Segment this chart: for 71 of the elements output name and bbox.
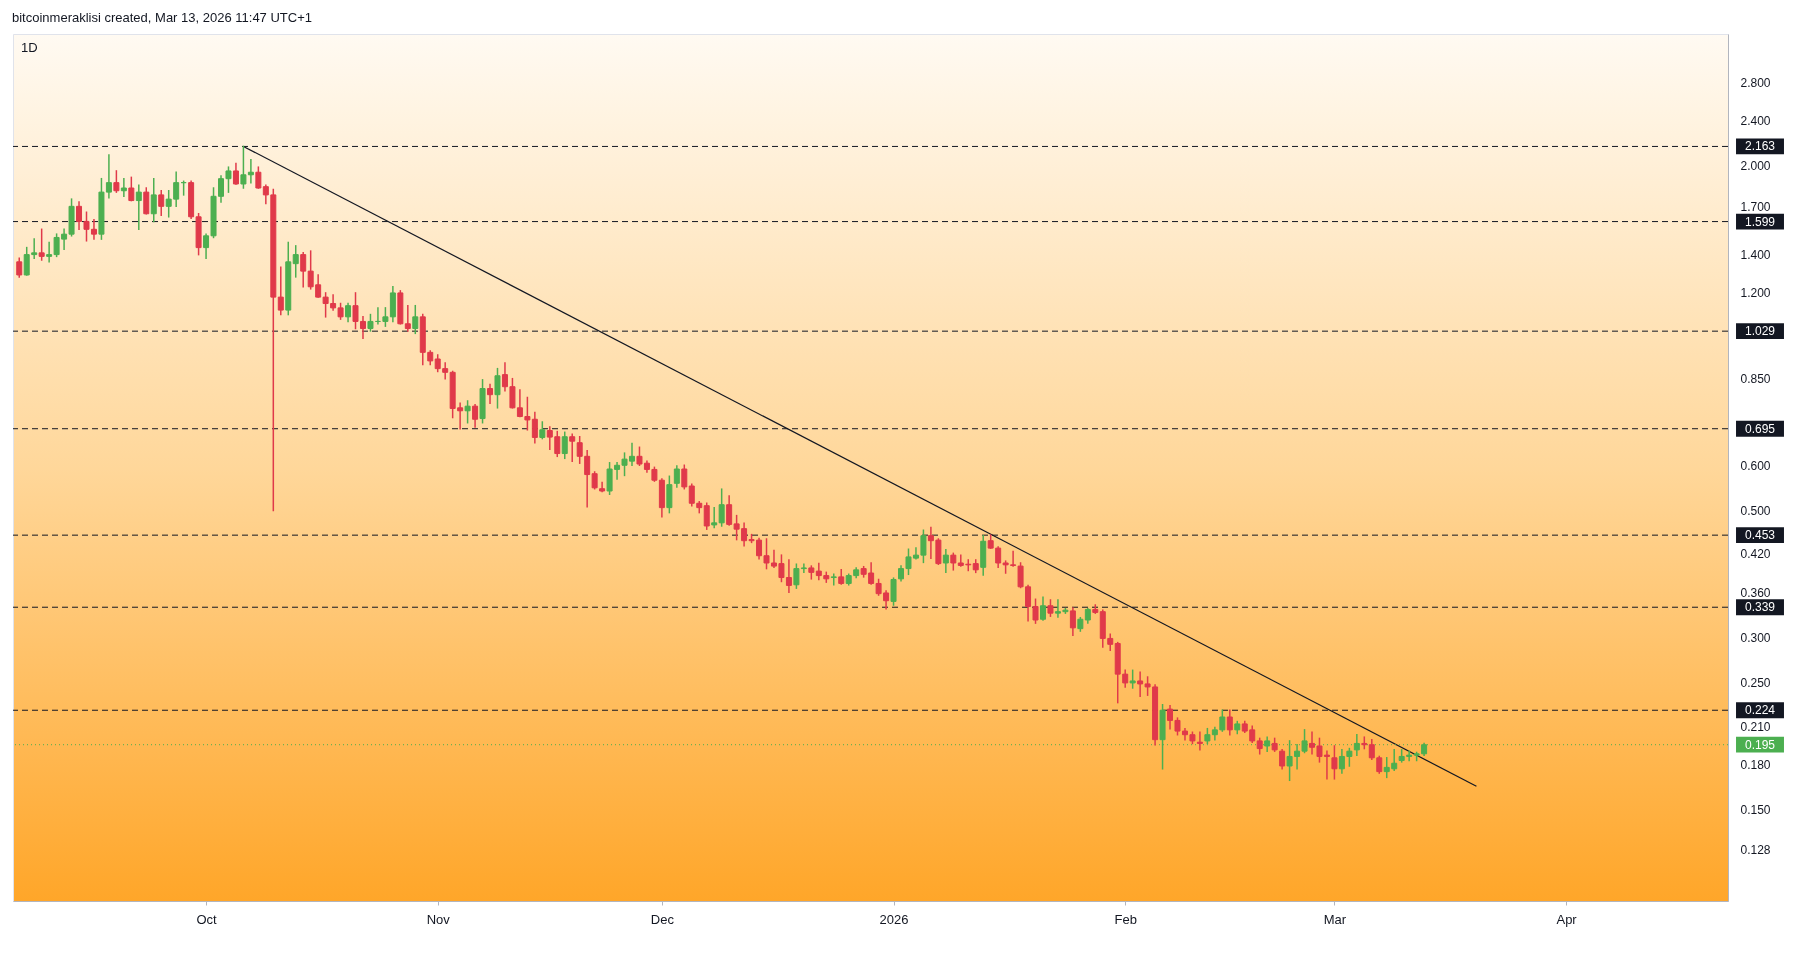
candlestick <box>1279 749 1286 770</box>
x-tick-label: Nov <box>426 911 451 927</box>
x-tick-label: 2026 <box>879 911 909 927</box>
x-tick-label: Dec <box>650 911 675 927</box>
y-tick-label: 2.800 <box>1740 75 1771 90</box>
candlestick <box>232 162 239 185</box>
candlestick <box>1226 709 1233 736</box>
candlestick <box>718 488 725 527</box>
y-tick-label: 0.420 <box>1740 547 1771 562</box>
candlestick <box>1196 731 1203 751</box>
candlestick <box>1353 733 1360 756</box>
candlestick <box>569 433 576 462</box>
ref-line-label: 0.224 <box>1744 703 1776 718</box>
candlestick <box>487 383 494 404</box>
y-tick-label: 2.000 <box>1740 159 1771 174</box>
candlestick <box>120 177 127 198</box>
candlestick <box>300 252 307 288</box>
candlestick <box>494 367 501 409</box>
candlestick <box>1039 596 1046 621</box>
y-tick-label: 0.850 <box>1740 372 1771 387</box>
ref-line-label: 1.599 <box>1744 214 1776 229</box>
ref-line-label: 2.163 <box>1744 139 1776 154</box>
candlestick <box>113 170 120 193</box>
y-tick-label: 1.400 <box>1740 248 1771 263</box>
y-tick-label: 0.600 <box>1740 458 1771 473</box>
y-tick-label: 0.360 <box>1740 585 1771 600</box>
y-tick-label: 0.180 <box>1740 758 1771 773</box>
candlestick <box>1331 745 1338 780</box>
candlestick <box>464 400 471 424</box>
x-tick-label: Mar <box>1323 911 1347 927</box>
text: bitcoinmeraklisi created, Mar 13, 2026 11:47 UTC+1 <box>12 10 312 25</box>
candlestick <box>890 577 897 606</box>
ref-line-label: 0.695 <box>1744 421 1776 436</box>
ref-line-label: 1.029 <box>1744 324 1776 339</box>
y-tick-label: 0.150 <box>1740 803 1771 818</box>
candlestick <box>711 506 718 529</box>
x-tick-label: Oct <box>196 911 218 927</box>
candlestick <box>673 465 680 488</box>
candlestick <box>277 266 284 316</box>
candlestick <box>703 502 710 530</box>
y-tick-label: 0.250 <box>1740 676 1771 691</box>
candlestick <box>38 228 45 261</box>
candlestick <box>472 404 479 428</box>
candlestick <box>666 475 673 514</box>
ref-line-label: 0.195 <box>1744 737 1776 752</box>
candlestick <box>150 177 157 223</box>
y-tick-label: 0.300 <box>1740 631 1771 646</box>
ref-line-label: 0.339 <box>1744 600 1776 615</box>
y-tick-label: 0.128 <box>1740 842 1771 857</box>
x-tick-label: Apr <box>1556 911 1578 927</box>
candlestick <box>1069 607 1076 636</box>
y-tick-label: 1.200 <box>1740 286 1771 301</box>
ref-line-label: 0.453 <box>1744 528 1776 543</box>
candlestick <box>158 190 165 217</box>
candlestick <box>830 573 837 586</box>
candlestick <box>128 176 135 202</box>
candlestick <box>942 549 949 574</box>
text: 1D <box>21 40 38 55</box>
y-tick-label: 2.400 <box>1740 114 1771 129</box>
candlestick <box>681 464 688 490</box>
y-tick-label: 1.700 <box>1740 199 1771 214</box>
candlestick <box>16 257 23 278</box>
candlestick <box>143 187 150 215</box>
candlestick <box>135 184 142 231</box>
x-tick-label: Feb <box>1114 911 1137 927</box>
candlestick <box>292 245 299 278</box>
candlestick <box>412 304 419 335</box>
candlestick <box>404 304 411 332</box>
y-tick-label: 0.500 <box>1740 504 1771 519</box>
y-tick-label: 0.210 <box>1740 719 1771 734</box>
candlestick <box>561 431 568 460</box>
